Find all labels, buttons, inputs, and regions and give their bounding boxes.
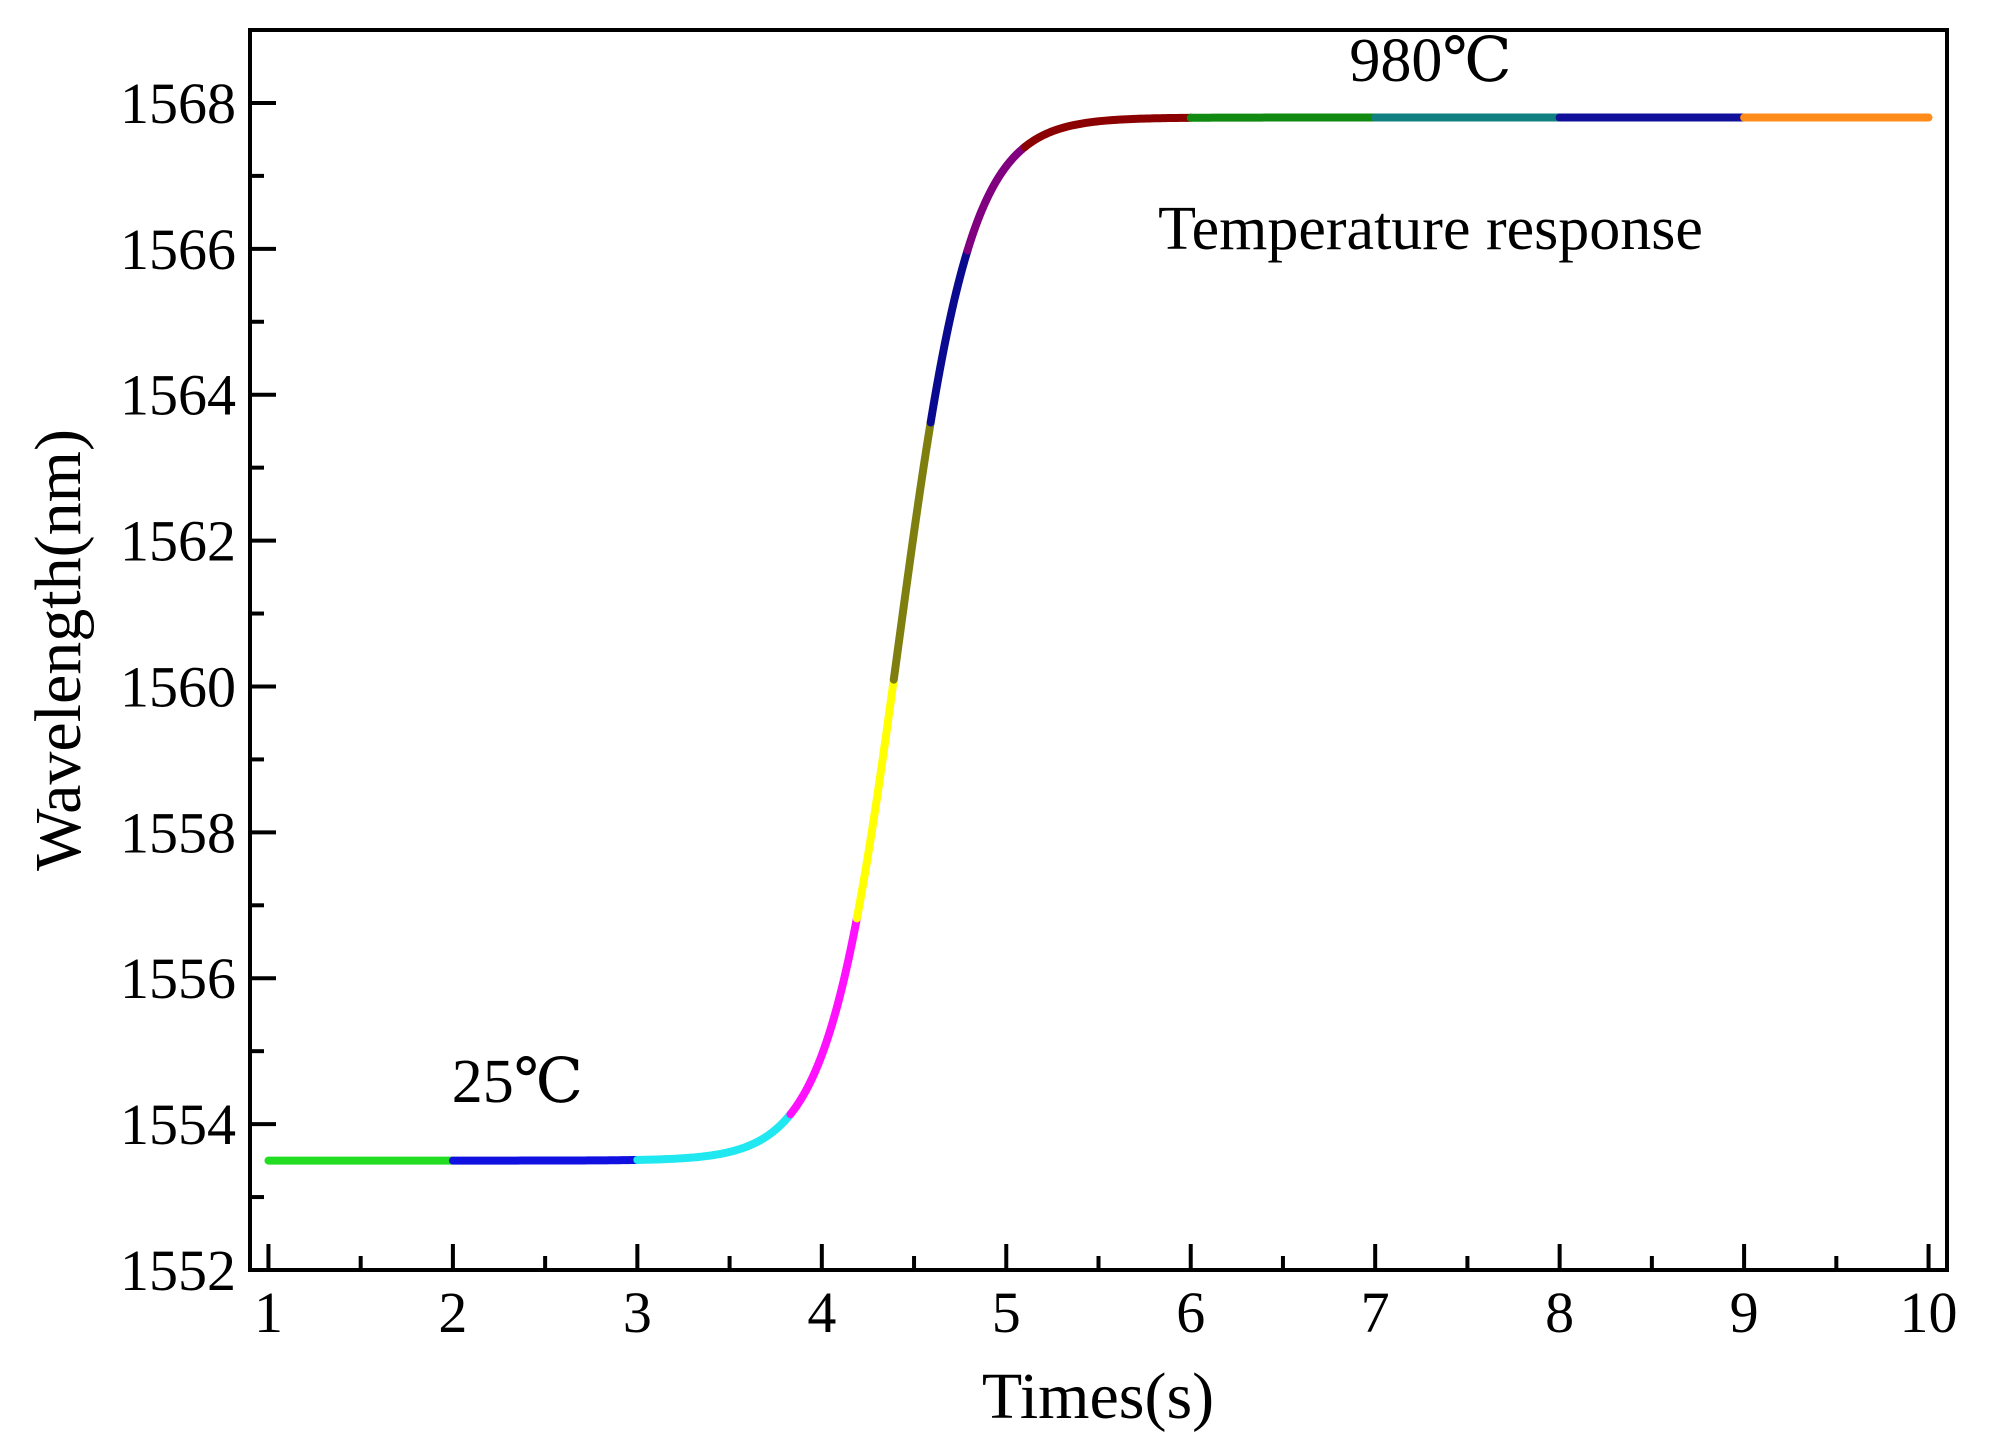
y-tick-label: 1566 — [120, 217, 236, 282]
x-axis-title: Times(s) — [982, 1360, 1214, 1433]
x-tick-label: 4 — [807, 1280, 836, 1345]
line-segment-4 — [786, 914, 861, 1119]
x-tick-label: 3 — [623, 1280, 652, 1345]
y-axis-title: Wavelength(nm) — [22, 429, 95, 871]
y-tick-label: 1554 — [120, 1092, 236, 1157]
x-tick-label: 5 — [992, 1280, 1021, 1345]
y-tick-label: 1560 — [120, 654, 236, 719]
x-tick-labels: 1 2 3 4 5 6 7 8 9 10 — [254, 1280, 1958, 1345]
line-segment-9 — [1020, 113, 1195, 152]
y-tick-label: 1556 — [120, 946, 236, 1011]
y-tick-label: 1552 — [120, 1238, 236, 1303]
x-tick-label: 2 — [438, 1280, 467, 1345]
line-segment-5 — [852, 675, 898, 923]
y-tick-label: 1568 — [120, 71, 236, 136]
x-tick-label: 10 — [1900, 1280, 1958, 1345]
x-tick-label: 1 — [254, 1280, 283, 1345]
line-segment-8 — [963, 143, 1029, 255]
axis-ticks — [250, 100, 1931, 1272]
x-tick-label: 7 — [1361, 1280, 1390, 1345]
line-segment-6 — [889, 418, 935, 684]
annotation-980c: 980℃ — [1349, 27, 1511, 95]
y-tick-label: 1564 — [120, 363, 236, 428]
x-tick-label: 6 — [1176, 1280, 1205, 1345]
annotation-25c: 25℃ — [452, 1048, 583, 1116]
y-tick-label: 1558 — [120, 800, 236, 865]
x-tick-label: 9 — [1730, 1280, 1759, 1345]
y-tick-label: 1562 — [120, 509, 236, 574]
data-series — [264, 113, 1933, 1165]
line-segment-3 — [633, 1110, 795, 1164]
y-tick-labels: 1552 1554 1556 1558 1560 1562 1564 1566 1568 — [120, 71, 236, 1303]
x-tick-label: 8 — [1545, 1280, 1574, 1345]
annotation-temperature-response: Temperature response — [1158, 195, 1703, 263]
line-segment-2 — [448, 1155, 642, 1165]
line-segment-7 — [926, 246, 972, 427]
